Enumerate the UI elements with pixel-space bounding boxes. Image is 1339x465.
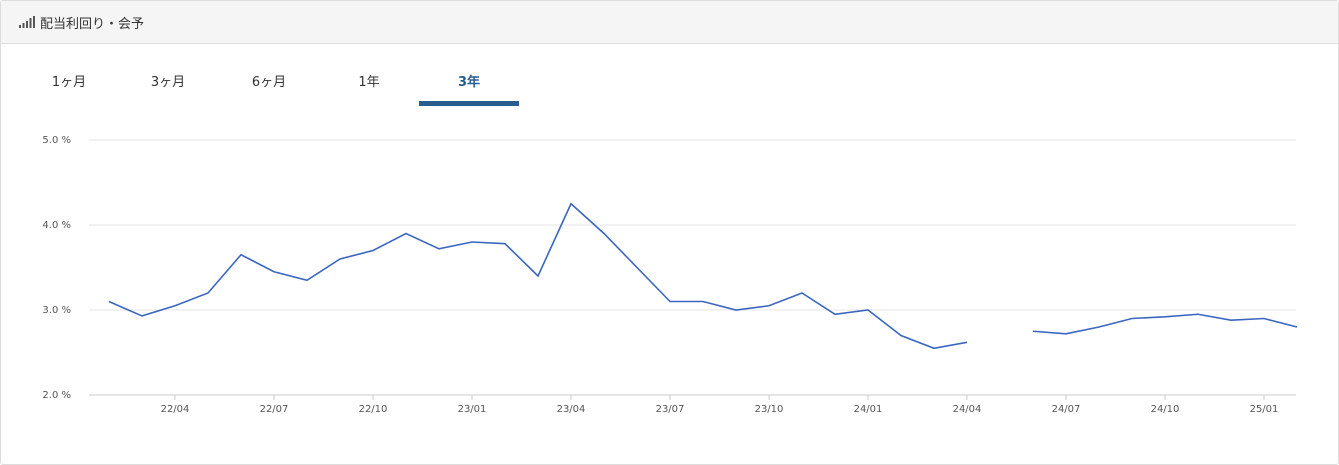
tab[interactable]: 1年 (358, 75, 380, 90)
y-tick-label: 3.0 % (42, 305, 71, 316)
x-tick-label: 24/10 (1151, 404, 1180, 415)
tab[interactable]: 3年 (419, 65, 519, 106)
x-tick-label: 24/07 (1052, 404, 1081, 415)
x-tick-label: 24/04 (953, 404, 982, 415)
y-tick-label: 2.0 % (42, 390, 71, 401)
tab[interactable]: 3ヶ月 (150, 75, 186, 90)
tab[interactable]: 1ヶ月 (51, 75, 87, 90)
signal-icon (19, 16, 35, 28)
y-tick-label: 4.0 % (42, 220, 71, 231)
x-tick-label: 22/07 (260, 404, 289, 415)
x-tick-label: 23/07 (656, 404, 685, 415)
x-tick-label: 24/01 (854, 404, 883, 415)
header-title: 配当利回り・会予 (40, 16, 145, 32)
header: 配当利回り・会予 (1, 1, 1338, 44)
line-series (108, 202, 1298, 350)
x-tick-label: 22/04 (161, 404, 190, 415)
x-tick-label: 23/04 (557, 404, 586, 415)
x-tick-label: 25/01 (1250, 404, 1279, 415)
tab[interactable]: 6ヶ月 (251, 75, 287, 90)
x-tick-label: 23/01 (458, 404, 487, 415)
y-tick-label: 5.0 % (42, 135, 71, 146)
chart: 2.0 % 3.0 % 4.0 % 5.0 % 22/04 22/07 22/10 23/01… (42, 135, 1298, 415)
x-tick-label: 22/10 (359, 404, 388, 415)
x-tick-label: 23/10 (755, 404, 784, 415)
